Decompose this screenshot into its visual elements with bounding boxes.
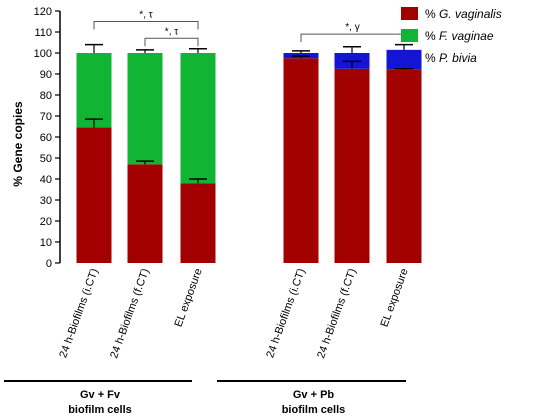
bracket-label: *, τ <box>139 10 152 21</box>
group-label-line2: biofilm cells <box>68 404 132 416</box>
y-tick-label: 90 <box>40 69 52 81</box>
legend-swatch <box>401 51 418 64</box>
y-tick-label: 40 <box>40 174 52 186</box>
y-tick-label: 50 <box>40 153 52 165</box>
bar-4-0 <box>334 68 370 263</box>
legend-label: % G. vaginalis <box>425 7 502 21</box>
group-label-line1: Gv + Pb <box>293 389 335 401</box>
y-tick-label: 0 <box>46 258 52 270</box>
bar-2-0 <box>180 183 216 263</box>
group-label-line2: biofilm cells <box>282 404 346 416</box>
significance-brackets: *, τ *, τ *, γ <box>93 10 405 47</box>
y-axis-label: % Gene copies <box>11 101 25 187</box>
y-tick-label: 60 <box>40 132 52 144</box>
bar-0-0 <box>76 127 112 263</box>
y-tick-label: 10 <box>40 237 52 249</box>
legend-swatch <box>401 7 418 20</box>
y-tick-label: 110 <box>34 27 52 39</box>
y-tick-label: 100 <box>34 48 52 60</box>
y-axis: 0 10 20 30 40 50 60 70 80 90 100 110 120 <box>34 6 61 270</box>
bracket <box>300 33 405 43</box>
y-tick-label: 80 <box>40 90 52 102</box>
legend: % G. vaginalis % F. vaginae % P. bivia <box>401 7 502 65</box>
x-tick-label: EL exposure <box>173 267 205 329</box>
bars <box>76 49 422 263</box>
x-tick-label: 24 h-Biofilms (f.CT) <box>315 267 359 360</box>
group-label-line1: Gv + Fv <box>80 389 121 401</box>
x-tick-label: 24 h-Biofilms (i.CT) <box>264 267 307 360</box>
x-tick-label: 24 h-Biofilms (f.CT) <box>108 267 152 360</box>
x-tick-label: 24 h-Biofilms (i.CT) <box>57 267 100 360</box>
legend-swatch <box>401 29 418 42</box>
bracket <box>144 37 199 47</box>
bracket <box>93 21 199 30</box>
x-tick-labels: 24 h-Biofilms (i.CT) 24 h-Biofilms (f.CT)… <box>57 267 410 360</box>
bar-5-0 <box>386 69 422 263</box>
y-tick-label: 120 <box>34 6 52 18</box>
y-tick-label: 70 <box>40 111 52 123</box>
legend-label: % F. vaginae <box>425 29 494 43</box>
bar-3-0 <box>283 58 319 263</box>
bracket-label: *, τ <box>165 26 178 37</box>
legend-label: % P. bivia <box>425 51 477 65</box>
error-bars <box>85 43 413 184</box>
y-tick-label: 30 <box>40 195 52 207</box>
bar-1-1 <box>127 53 163 165</box>
bar-1-0 <box>127 164 163 263</box>
x-tick-label: EL exposure <box>379 267 411 329</box>
group-labels: Gv + Fv biofilm cells Gv + Pb biofilm cells <box>4 380 406 416</box>
bracket-label: *, γ <box>345 22 359 33</box>
y-tick-label: 20 <box>40 216 52 228</box>
bar-0-1 <box>76 53 112 128</box>
bar-2-1 <box>180 53 216 184</box>
